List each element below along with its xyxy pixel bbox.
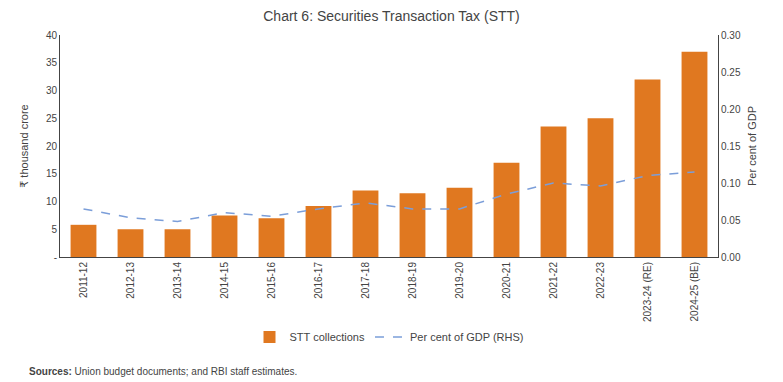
svg-text:STT collections: STT collections xyxy=(290,331,365,343)
svg-text:20: 20 xyxy=(46,141,58,152)
svg-text:2013-14: 2013-14 xyxy=(172,262,183,299)
svg-text:2015-16: 2015-16 xyxy=(266,262,277,299)
svg-text:Per cent of GDP (RHS): Per cent of GDP (RHS) xyxy=(410,331,524,343)
svg-text:2020-21: 2020-21 xyxy=(501,262,512,299)
svg-text:0.20: 0.20 xyxy=(721,104,741,115)
svg-text:10: 10 xyxy=(46,196,58,207)
svg-text:2019-20: 2019-20 xyxy=(454,262,465,299)
svg-text:Chart 6: Securities Transactio: Chart 6: Securities Transaction Tax (STT… xyxy=(263,8,520,24)
svg-text:Per cent of GDP: Per cent of GDP xyxy=(746,106,758,186)
svg-text:2018-19: 2018-19 xyxy=(407,262,418,299)
svg-text:30: 30 xyxy=(46,85,58,96)
svg-text:2011-12: 2011-12 xyxy=(78,262,89,298)
svg-text:5: 5 xyxy=(51,224,57,235)
svg-text:₹ thousand crore: ₹ thousand crore xyxy=(18,104,30,187)
svg-text:2017-18: 2017-18 xyxy=(360,262,371,299)
svg-text:2014-15: 2014-15 xyxy=(219,262,230,299)
svg-text:0.25: 0.25 xyxy=(721,67,741,78)
svg-text:0.05: 0.05 xyxy=(721,215,741,226)
svg-text:15: 15 xyxy=(46,168,58,179)
svg-text:25: 25 xyxy=(46,113,58,124)
svg-text:40: 40 xyxy=(46,30,58,41)
svg-text:2022-23: 2022-23 xyxy=(595,262,606,299)
svg-text:35: 35 xyxy=(46,57,58,68)
svg-text:2016-17: 2016-17 xyxy=(313,262,324,299)
svg-text:2023-24 (RE): 2023-24 (RE) xyxy=(642,262,653,322)
svg-text:2021-22: 2021-22 xyxy=(548,262,559,299)
svg-text:-: - xyxy=(54,252,57,263)
svg-text:2024-25 (BE): 2024-25 (BE) xyxy=(689,262,700,321)
svg-text:0.00: 0.00 xyxy=(721,252,741,263)
svg-text:0.30: 0.30 xyxy=(721,30,741,41)
svg-text:2012-13: 2012-13 xyxy=(125,262,136,299)
svg-text:Sources: Union budget document: Sources: Union budget documents; and RBI… xyxy=(29,366,297,377)
svg-text:0.10: 0.10 xyxy=(721,178,741,189)
svg-text:0.15: 0.15 xyxy=(721,141,741,152)
